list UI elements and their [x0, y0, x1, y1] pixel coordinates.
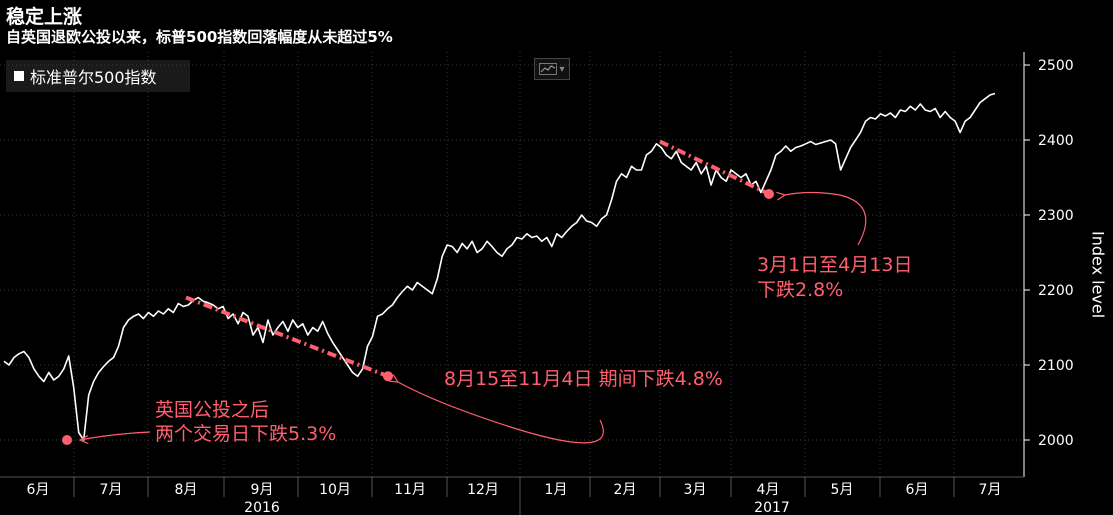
annotation-text: 两个交易日下跌5.3% — [155, 423, 336, 445]
annotation-arrow-head — [776, 191, 787, 201]
drawdown-marker — [383, 371, 393, 382]
year-label: 2017 — [754, 500, 790, 515]
axis-layer — [0, 52, 1030, 515]
x-tick-label: 12月 — [467, 482, 499, 498]
annotation-arrow — [397, 381, 604, 444]
tick-labels: 2000 2100 2200 2300 2400 2500 6月 7月 8月 9月 10月 11月 12… — [27, 58, 1074, 515]
annotation-text: 英国公投之后 — [155, 399, 269, 421]
series-line — [3, 92, 996, 441]
line-chart-icon — [539, 63, 558, 75]
x-tick-label: 7月 — [100, 482, 123, 498]
x-tick-label: 4月 — [757, 482, 780, 498]
line-layer — [3, 92, 996, 441]
y-tick-label: 2100 — [1038, 358, 1074, 374]
y-tick-label: 2000 — [1038, 433, 1074, 449]
legend-label: 标准普尔500指数 — [30, 68, 157, 87]
year-label: 2016 — [244, 500, 280, 515]
chart-subtitle: 自英国退欧公投以来，标普500指数回落幅度从未超过5% — [6, 28, 393, 46]
y-tick-label: 2500 — [1038, 58, 1074, 74]
annotation-text: 3月1日至4月13日 — [757, 254, 912, 276]
x-tick-label: 1月 — [545, 482, 568, 498]
annotation-text: 8月15至11月4日 期间下跌4.8% — [444, 368, 723, 390]
drawdown-line — [185, 295, 389, 379]
y-tick-label: 2400 — [1038, 133, 1074, 149]
annotation-arrow — [784, 191, 867, 246]
x-tick-label: 8月 — [175, 482, 198, 498]
drawdown-line — [659, 139, 770, 196]
drawdown-marker — [62, 435, 72, 445]
grid-layer — [0, 52, 1024, 477]
drawdown-marker — [764, 189, 774, 199]
x-tick-label: 7月 — [979, 482, 1002, 498]
x-tick-label: 2月 — [614, 482, 637, 498]
chart-title: 稳定上涨 — [6, 6, 83, 28]
x-tick-label: 11月 — [394, 482, 426, 498]
x-tick-label: 6月 — [906, 482, 929, 498]
annotation-arrow-head — [388, 374, 400, 383]
chart-type-button[interactable]: ▾ — [534, 58, 570, 80]
x-tick-label: 6月 — [27, 482, 50, 498]
x-tick-label: 10月 — [319, 482, 351, 498]
x-tick-label: 5月 — [831, 482, 854, 498]
legend-swatch — [14, 71, 24, 81]
y-tick-label: 2300 — [1038, 208, 1074, 224]
x-tick-label: 9月 — [251, 482, 274, 498]
y-tick-label: 2200 — [1038, 283, 1074, 299]
chevron-down-icon: ▾ — [559, 63, 565, 75]
annotation-arrow-head — [78, 435, 89, 445]
annotation-text: 下跌2.8% — [757, 279, 843, 301]
x-tick-label: 3月 — [684, 482, 707, 498]
annotation-arrow — [79, 431, 151, 441]
y-axis-label: Index level — [1088, 231, 1108, 319]
